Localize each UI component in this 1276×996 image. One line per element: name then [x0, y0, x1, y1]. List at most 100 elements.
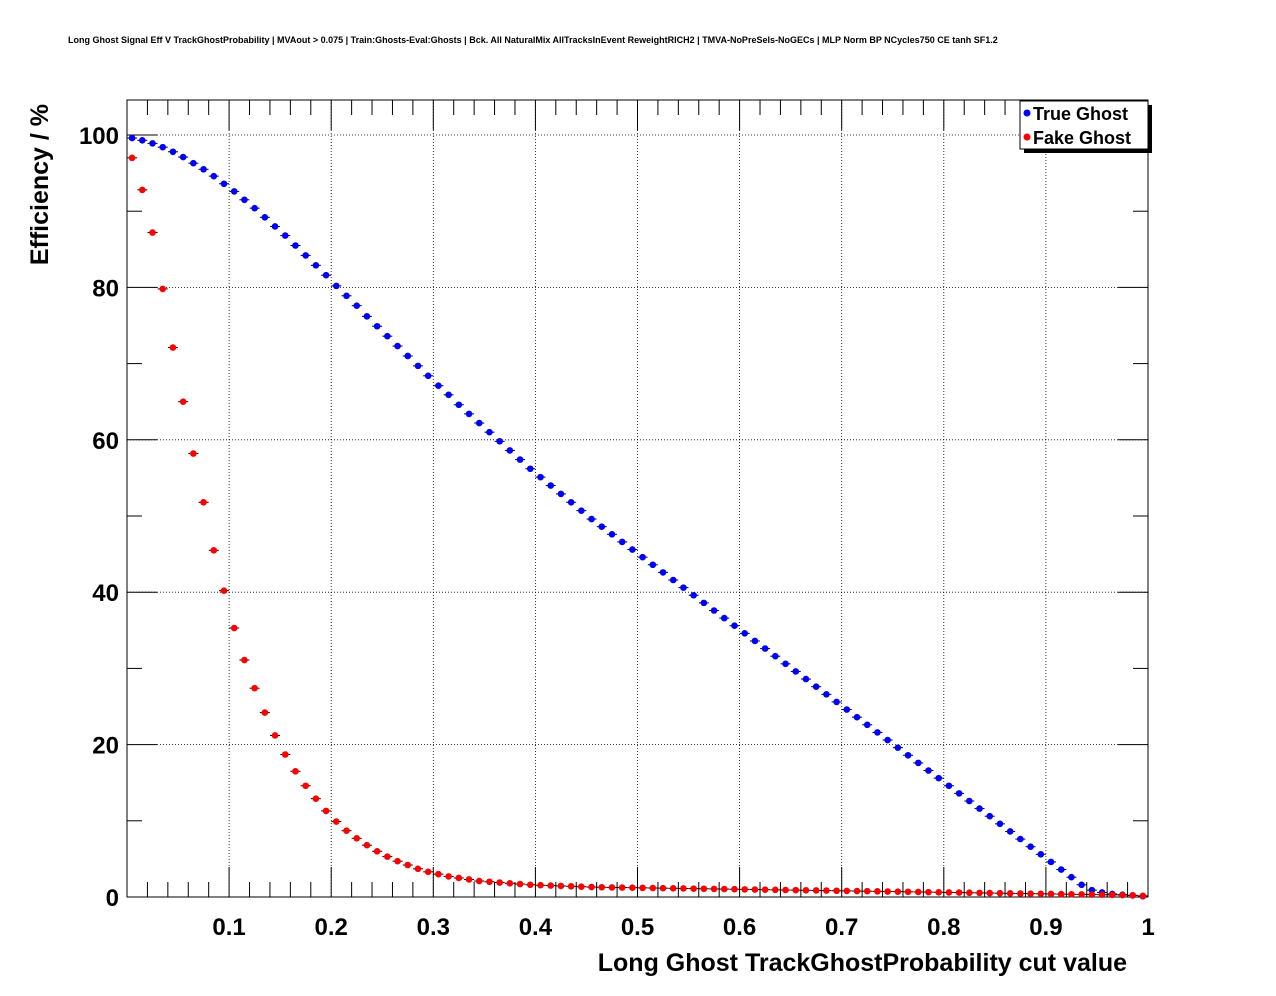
data-point	[139, 186, 146, 194]
data-point	[445, 391, 452, 399]
data-point	[159, 285, 167, 293]
data-point	[537, 473, 544, 481]
data-point	[986, 812, 994, 820]
data-point	[486, 428, 493, 436]
data-point	[281, 751, 289, 758]
legend-marker-fake-ghost	[1023, 133, 1031, 141]
data-point	[904, 751, 912, 759]
data-point	[159, 143, 167, 151]
data-point	[700, 599, 708, 607]
data-point	[802, 675, 810, 683]
x-tick-label: 0.9	[1029, 914, 1062, 941]
data-point	[608, 884, 616, 891]
data-point	[1078, 891, 1085, 898]
data-point	[629, 546, 636, 553]
data-point	[802, 886, 810, 894]
data-point	[486, 878, 493, 886]
x-tick-label: 0.2	[315, 914, 348, 941]
data-point	[720, 885, 728, 893]
data-point	[945, 782, 953, 790]
data-point	[1139, 892, 1147, 900]
data-point	[761, 886, 769, 893]
data-point	[966, 797, 973, 805]
data-point	[833, 698, 840, 706]
data-point	[874, 729, 881, 736]
x-tick-label: 0.7	[825, 914, 858, 941]
x-tick-label: 0.6	[723, 914, 756, 941]
data-point	[373, 847, 381, 855]
data-point	[894, 888, 902, 895]
data-point	[639, 553, 646, 561]
data-point	[598, 883, 606, 891]
data-point	[190, 159, 197, 167]
data-point	[986, 889, 994, 897]
data-point	[169, 344, 177, 351]
data-point	[751, 637, 759, 645]
data-point	[455, 401, 463, 409]
data-point	[363, 313, 371, 320]
data-point	[179, 398, 187, 406]
data-point	[1057, 866, 1065, 873]
legend-label-fake-ghost: Fake Ghost	[1033, 128, 1131, 148]
data-point	[220, 587, 228, 594]
data-point	[772, 886, 779, 894]
data-point	[261, 709, 269, 716]
data-point	[578, 883, 585, 891]
y-tick-labels: 0 20 40 60 80 100	[79, 123, 119, 912]
data-point	[1119, 891, 1126, 899]
data-point	[526, 881, 534, 889]
data-point	[496, 438, 503, 445]
data-point	[149, 229, 156, 236]
data-point	[496, 879, 503, 886]
data-point	[302, 782, 309, 790]
data-point	[690, 885, 697, 892]
data-point	[710, 885, 718, 893]
data-point	[516, 456, 524, 463]
data-point	[200, 498, 207, 506]
data-point	[955, 790, 963, 797]
data-point	[935, 888, 942, 896]
data-point	[812, 683, 820, 690]
data-point	[465, 876, 473, 883]
plot-frame	[126, 99, 1149, 898]
data-point	[618, 884, 626, 891]
data-point	[139, 137, 146, 144]
x-tick-label: 0.8	[927, 914, 960, 941]
data-point	[251, 204, 258, 212]
data-point	[741, 886, 749, 893]
data-point	[843, 887, 851, 895]
data-point	[1078, 881, 1085, 889]
data-point	[996, 820, 1004, 828]
data-point	[792, 668, 800, 675]
data-point	[312, 795, 320, 803]
data-point	[843, 706, 851, 713]
data-point	[945, 889, 953, 896]
x-axis-title: Long Ghost TrackGhostProbability cut val…	[598, 949, 1127, 977]
data-point	[384, 332, 391, 340]
data-point	[618, 538, 626, 546]
data-point	[700, 885, 708, 893]
data-point	[435, 382, 442, 389]
data-point	[1057, 890, 1065, 898]
data-point	[792, 886, 800, 894]
data-point	[455, 874, 463, 882]
data-series	[127, 134, 1148, 900]
data-point	[884, 736, 891, 744]
data-point	[414, 865, 422, 873]
data-point	[210, 546, 218, 554]
data-point	[1017, 835, 1024, 843]
legend-marker-true-ghost	[1023, 109, 1031, 117]
data-point	[363, 841, 371, 849]
data-point	[751, 886, 759, 893]
data-point	[874, 888, 881, 895]
data-point	[598, 523, 606, 530]
data-point	[547, 882, 555, 889]
data-point	[424, 868, 432, 876]
chart-title: Long Ghost Signal Eff V TrackGhostProbab…	[68, 35, 998, 45]
data-point	[230, 188, 238, 195]
data-point	[680, 885, 687, 892]
data-point	[659, 884, 667, 892]
data-point	[475, 877, 483, 885]
data-point	[1017, 890, 1024, 897]
